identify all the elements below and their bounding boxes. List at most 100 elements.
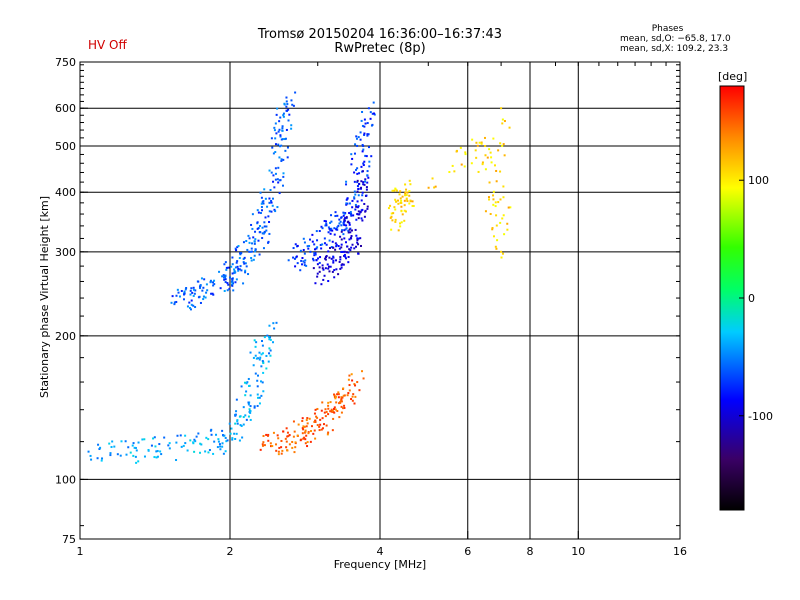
- data-point: [244, 394, 247, 397]
- data-point: [302, 248, 305, 251]
- data-point: [272, 174, 275, 177]
- data-point: [256, 404, 259, 407]
- data-point: [244, 414, 247, 417]
- data-point: [190, 299, 193, 302]
- data-point: [341, 396, 344, 399]
- data-point: [337, 396, 340, 399]
- data-point: [360, 119, 363, 122]
- data-point: [345, 241, 348, 244]
- data-point: [282, 172, 285, 175]
- data-point: [202, 295, 205, 298]
- data-point: [226, 282, 229, 285]
- data-point: [362, 144, 365, 147]
- data-point: [233, 268, 236, 271]
- data-point: [269, 354, 272, 357]
- data-point: [366, 205, 369, 208]
- data-point: [326, 433, 329, 436]
- data-point: [253, 405, 256, 408]
- data-point: [272, 152, 275, 155]
- data-point: [127, 446, 130, 449]
- data-point: [395, 200, 398, 203]
- data-point: [324, 267, 327, 270]
- data-point: [333, 396, 336, 399]
- data-point: [323, 274, 326, 277]
- data-point: [275, 443, 278, 446]
- data-point: [302, 428, 305, 431]
- data-point: [338, 247, 341, 250]
- data-point: [342, 394, 345, 397]
- data-point: [268, 347, 271, 350]
- data-point: [233, 432, 236, 435]
- data-point: [336, 226, 339, 229]
- data-point: [189, 307, 192, 310]
- x-tick-label: 4: [377, 545, 384, 558]
- data-point: [265, 367, 268, 370]
- data-point: [185, 287, 188, 290]
- data-point: [313, 412, 316, 415]
- data-point: [318, 270, 321, 273]
- data-point: [266, 434, 269, 437]
- data-point: [343, 237, 346, 240]
- data-point: [408, 190, 411, 193]
- data-point: [330, 245, 333, 248]
- data-point: [287, 108, 290, 111]
- data-point: [340, 224, 343, 227]
- data-point: [358, 172, 361, 175]
- data-point: [262, 362, 265, 365]
- data-point: [270, 137, 273, 140]
- data-point: [261, 209, 264, 212]
- data-point: [97, 443, 100, 446]
- data-point: [236, 422, 239, 425]
- data-point: [309, 238, 312, 241]
- data-point: [409, 199, 412, 202]
- data-point: [308, 244, 311, 247]
- data-point: [267, 215, 270, 218]
- data-point: [342, 214, 345, 217]
- data-point: [354, 384, 357, 387]
- data-point: [252, 236, 255, 239]
- data-point: [481, 163, 484, 166]
- data-point: [342, 211, 345, 214]
- data-point: [257, 239, 260, 242]
- y-tick-label: 75: [62, 533, 76, 546]
- data-point: [274, 172, 277, 175]
- y-tick-label: 400: [55, 186, 76, 199]
- data-point: [273, 208, 276, 211]
- data-point: [225, 440, 228, 443]
- data-point: [253, 242, 256, 245]
- data-point: [459, 146, 462, 149]
- data-point: [221, 429, 224, 432]
- data-point: [334, 211, 337, 214]
- data-point: [328, 270, 331, 273]
- data-point: [294, 446, 297, 449]
- data-point: [316, 275, 319, 278]
- data-point: [247, 234, 250, 237]
- data-point: [346, 245, 349, 248]
- data-point: [340, 243, 343, 246]
- data-point: [404, 194, 407, 197]
- data-point: [364, 122, 367, 125]
- data-point: [331, 270, 334, 273]
- data-point: [271, 197, 274, 200]
- data-point: [501, 118, 504, 121]
- data-point: [249, 411, 252, 414]
- data-point: [303, 436, 306, 439]
- data-point: [213, 279, 216, 282]
- data-point: [330, 214, 333, 217]
- data-point: [256, 396, 259, 399]
- data-point: [389, 204, 392, 207]
- data-point: [327, 407, 330, 410]
- data-point: [401, 195, 404, 198]
- data-point: [342, 233, 345, 236]
- data-point: [362, 183, 365, 186]
- data-point: [280, 144, 283, 147]
- data-point: [484, 154, 487, 157]
- data-point: [156, 455, 159, 458]
- data-point: [334, 215, 337, 218]
- data-point: [274, 143, 277, 146]
- data-point: [250, 223, 253, 226]
- data-point: [258, 253, 261, 256]
- data-point: [356, 206, 359, 209]
- data-point: [241, 436, 244, 439]
- data-point: [340, 399, 343, 402]
